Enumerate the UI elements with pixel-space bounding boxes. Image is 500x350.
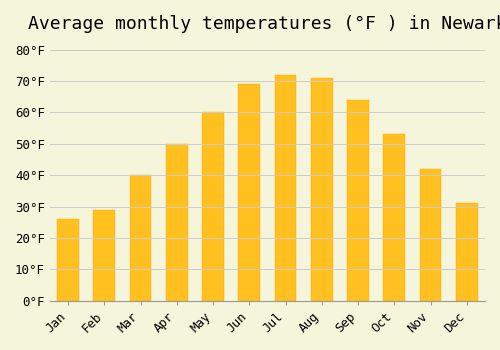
Bar bbox=[202, 112, 224, 301]
Bar bbox=[94, 210, 115, 301]
Bar bbox=[166, 144, 188, 301]
Bar bbox=[57, 219, 79, 301]
Bar bbox=[130, 175, 152, 301]
Bar bbox=[274, 75, 296, 301]
Bar bbox=[456, 203, 477, 301]
Bar bbox=[420, 169, 442, 301]
Title: Average monthly temperatures (°F ) in Newark: Average monthly temperatures (°F ) in Ne… bbox=[28, 15, 500, 33]
Bar bbox=[311, 78, 332, 301]
Bar bbox=[347, 100, 369, 301]
Bar bbox=[238, 84, 260, 301]
Bar bbox=[384, 134, 405, 301]
